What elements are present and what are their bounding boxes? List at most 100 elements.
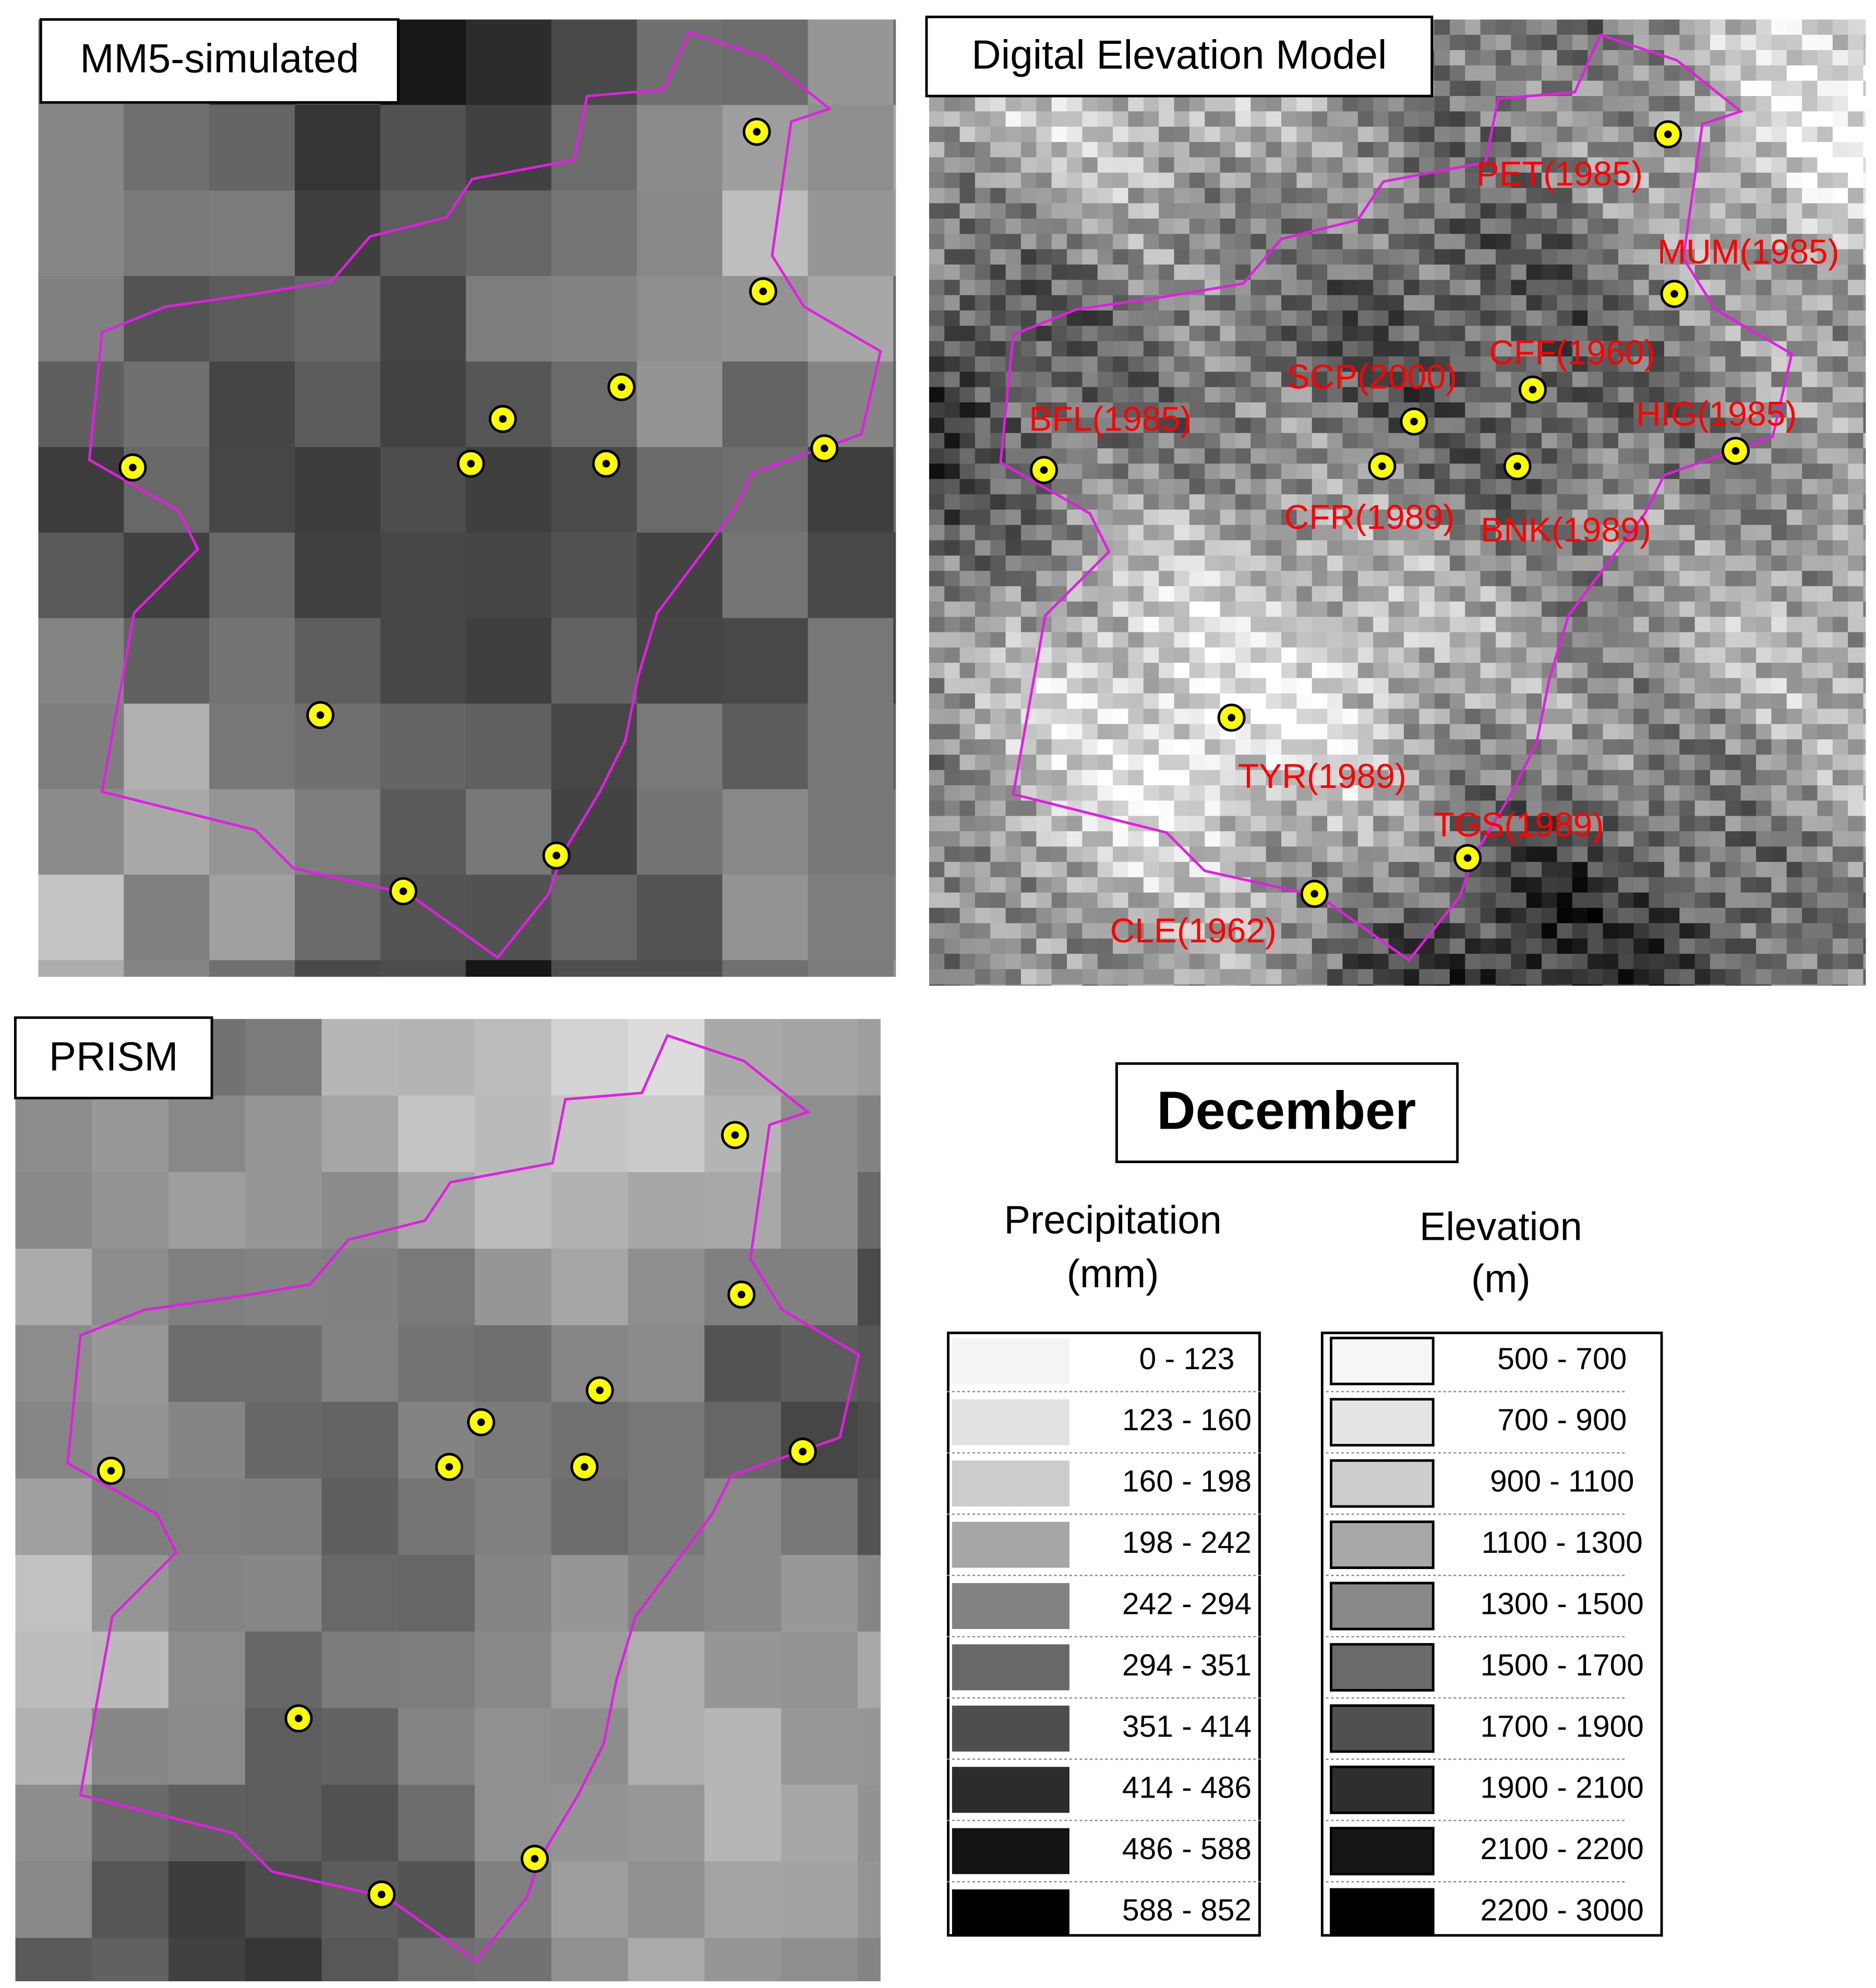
raster-cell	[944, 463, 960, 480]
raster-cell	[1097, 417, 1114, 434]
raster-cell	[1005, 96, 1022, 112]
raster-cell	[1496, 494, 1512, 510]
raster-cell	[1220, 417, 1236, 434]
raster-cell	[1526, 157, 1543, 174]
raster-cell	[628, 1555, 705, 1633]
raster-cell	[1312, 632, 1328, 649]
raster-cell	[1373, 280, 1389, 296]
raster-cell	[1113, 341, 1129, 357]
raster-cell	[1725, 509, 1741, 526]
raster-cell	[1159, 142, 1175, 158]
raster-cell	[1159, 678, 1175, 694]
raster-cell	[1097, 846, 1114, 863]
raster-cell	[1051, 663, 1068, 679]
raster-cell	[959, 172, 976, 189]
raster-cell	[1296, 463, 1313, 480]
raster-cell	[1205, 647, 1221, 664]
raster-cell	[1097, 663, 1114, 679]
raster-cell	[1327, 372, 1343, 388]
raster-cell	[944, 555, 960, 572]
raster-cell	[1357, 647, 1374, 664]
raster-cell	[1021, 96, 1037, 112]
raster-cell	[1526, 770, 1543, 786]
raster-cell	[1679, 310, 1695, 327]
raster-cell	[944, 846, 960, 863]
raster-cell	[1679, 632, 1695, 649]
raster-cell	[1633, 861, 1650, 878]
legend-label: 2200 - 3000	[1481, 1894, 1644, 1927]
raster-cell	[944, 326, 960, 342]
raster-cell	[1036, 586, 1052, 602]
raster-cell	[1679, 586, 1695, 602]
raster-cell	[1082, 785, 1099, 801]
raster-cell	[1036, 372, 1052, 388]
raster-cell	[168, 1708, 246, 1786]
raster-cell	[1113, 984, 1129, 986]
raster-cell	[1740, 663, 1757, 679]
raster-cell	[1465, 907, 1481, 924]
raster-cell	[1802, 831, 1818, 847]
raster-cell	[1756, 923, 1772, 939]
raster-cell	[1710, 65, 1726, 81]
raster-cell	[1618, 571, 1634, 587]
raster-cell	[1756, 341, 1772, 357]
raster-cell	[1480, 525, 1497, 541]
raster-cell	[1036, 234, 1052, 250]
raster-cell	[295, 447, 381, 533]
raster-cell	[1771, 19, 1787, 35]
raster-cell	[1419, 540, 1435, 556]
raster-cell	[1281, 463, 1297, 480]
raster-cell	[1725, 19, 1741, 35]
raster-cell	[1786, 463, 1803, 480]
raster-cell	[1082, 188, 1099, 204]
raster-cell	[959, 892, 976, 909]
raster-cell	[1036, 341, 1052, 357]
raster-cell	[1205, 938, 1221, 955]
raster-cell	[1419, 678, 1435, 694]
raster-cell	[1342, 310, 1359, 327]
raster-cell	[944, 203, 960, 220]
raster-cell	[1174, 341, 1190, 357]
raster-cell	[1159, 877, 1175, 893]
raster-cell	[1189, 402, 1206, 418]
raster-cell	[1771, 678, 1787, 694]
raster-cell	[1067, 907, 1083, 924]
raster-cell	[1863, 142, 1866, 158]
raster-cell	[1588, 80, 1604, 97]
raster-cell	[1373, 709, 1389, 725]
raster-cell	[1403, 463, 1420, 480]
raster-cell	[929, 126, 945, 143]
raster-cell	[1373, 831, 1389, 847]
legend-label: 486 - 588	[1122, 1832, 1252, 1866]
raster-cell	[1388, 387, 1405, 403]
raster-cell	[1403, 126, 1420, 143]
raster-cell	[1051, 571, 1068, 587]
raster-cell	[1679, 157, 1695, 174]
raster-cell	[1740, 218, 1757, 235]
raster-cell	[628, 1938, 705, 1982]
raster-cell	[1021, 984, 1037, 986]
raster-cell	[1786, 617, 1803, 633]
raster-cell	[1205, 249, 1221, 266]
raster-cell	[1694, 172, 1711, 189]
raster-cell	[1143, 907, 1160, 924]
raster-cell	[1618, 463, 1634, 480]
raster-cell	[636, 447, 723, 533]
raster-cell	[929, 555, 945, 572]
raster-cell	[857, 1019, 881, 1096]
raster-cell	[1281, 755, 1297, 771]
raster-cell	[1434, 417, 1451, 434]
raster-cell	[1664, 402, 1680, 418]
raster-cell	[1250, 923, 1267, 939]
raster-cell	[1832, 478, 1849, 495]
raster-cell	[1511, 264, 1527, 281]
raster-cell	[295, 105, 381, 191]
raster-cell	[1496, 249, 1512, 266]
raster-cell	[1496, 601, 1512, 618]
raster-cell	[1021, 571, 1037, 587]
raster-cell	[1618, 892, 1634, 909]
raster-cell	[1480, 264, 1497, 281]
raster-cell	[1633, 617, 1650, 633]
raster-cell	[1097, 831, 1114, 847]
raster-cell	[1557, 601, 1573, 618]
